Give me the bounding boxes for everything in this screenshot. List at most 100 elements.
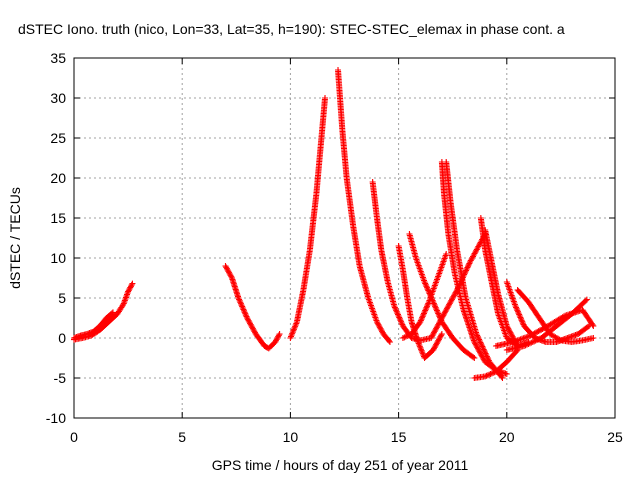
data-point	[445, 303, 452, 309]
data-point	[438, 316, 445, 323]
data-point	[417, 319, 424, 325]
data-point	[373, 319, 380, 325]
data-point	[375, 321, 382, 328]
data-point	[437, 333, 444, 340]
data-point	[476, 336, 483, 343]
data-point	[451, 292, 458, 299]
data-point	[449, 295, 456, 301]
data-point	[433, 307, 440, 314]
data-point	[432, 303, 439, 310]
data-point	[430, 329, 437, 336]
data-point	[237, 300, 244, 307]
data-point	[443, 251, 450, 257]
y-tick-label: 0	[58, 330, 66, 346]
data-point	[236, 297, 243, 304]
data-point	[521, 343, 528, 349]
data-point	[239, 305, 246, 311]
data-point	[454, 287, 461, 293]
data-point	[417, 317, 424, 324]
data-point	[441, 311, 448, 317]
data-point	[398, 320, 405, 327]
data-point	[248, 323, 255, 329]
data-point	[483, 372, 490, 379]
data-point	[419, 313, 426, 320]
data-point	[474, 345, 481, 352]
data-point	[422, 306, 429, 313]
data-point	[506, 328, 513, 335]
data-point	[532, 337, 539, 344]
chart-title: dSTEC Iono. truth (nico, Lon=33, Lat=35,…	[18, 21, 565, 37]
data-point	[422, 281, 429, 288]
data-point	[475, 335, 482, 342]
data-point	[247, 320, 254, 327]
data-point	[428, 333, 435, 340]
data-point	[443, 307, 450, 313]
data-point	[462, 268, 469, 275]
data-point	[504, 324, 511, 331]
data-point	[235, 295, 242, 301]
data-point	[432, 343, 439, 349]
data-point	[434, 323, 441, 329]
data-point	[223, 265, 230, 272]
data-point	[478, 342, 485, 349]
data-point	[430, 345, 437, 352]
data-point	[513, 304, 520, 311]
data-point	[433, 324, 440, 331]
data-point	[421, 279, 428, 285]
data-point	[453, 288, 460, 295]
data-point	[422, 307, 429, 314]
data-point	[223, 264, 230, 271]
data-point	[246, 319, 253, 325]
data-series	[335, 67, 393, 345]
data-point	[560, 313, 567, 320]
data-point	[393, 307, 400, 314]
data-point	[422, 280, 429, 287]
data-point	[398, 318, 405, 325]
data-point	[512, 303, 519, 309]
data-point	[442, 308, 449, 315]
y-tick-label: -5	[54, 370, 67, 386]
data-point	[420, 311, 427, 318]
data-series	[438, 159, 510, 377]
data-point	[447, 299, 454, 305]
data-point	[249, 324, 256, 331]
data-point	[244, 316, 251, 323]
y-tick-label: 5	[58, 290, 66, 306]
data-point	[507, 329, 514, 336]
grid	[74, 58, 615, 418]
data-point	[519, 318, 526, 325]
data-point	[556, 336, 563, 343]
data-point	[391, 304, 398, 311]
data-point	[482, 350, 489, 357]
axis-ticks: 0 5 10 15 20 25 -10 -5 0 5 10 15 20 25 30 35	[46, 50, 623, 445]
data-point	[466, 260, 473, 267]
data-point	[482, 373, 489, 380]
data-point	[529, 339, 536, 345]
data-point	[224, 267, 231, 273]
x-tick-label: 5	[178, 429, 186, 445]
data-point	[486, 371, 493, 378]
data-point	[425, 287, 432, 294]
y-tick-label: -10	[46, 410, 66, 426]
data-point	[459, 274, 466, 281]
data-point	[399, 335, 406, 341]
data-point	[125, 288, 132, 295]
data-point	[119, 301, 126, 308]
data-point	[477, 339, 484, 346]
data-point	[459, 275, 466, 282]
data-point	[448, 296, 455, 303]
data-point	[505, 325, 512, 332]
data-point	[513, 305, 520, 312]
data-point	[225, 268, 232, 275]
x-tick-label: 20	[499, 429, 515, 445]
data-point	[251, 328, 258, 335]
data-point	[534, 337, 541, 343]
data-point	[439, 313, 446, 320]
data-point	[239, 303, 246, 310]
data-point	[488, 370, 495, 377]
data-point	[424, 286, 431, 293]
data-point	[434, 309, 441, 315]
plot-frame	[73, 57, 616, 419]
data-series	[395, 243, 445, 361]
data-point	[472, 341, 479, 348]
